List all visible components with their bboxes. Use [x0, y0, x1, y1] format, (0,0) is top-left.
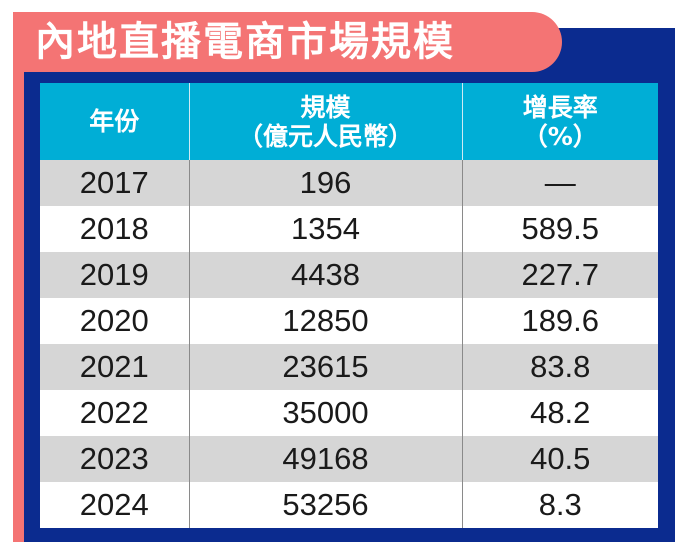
- table-row: 2024 53256 8.3: [40, 482, 658, 528]
- table-row: 2022 35000 48.2: [40, 390, 658, 436]
- table-row: 2019 4438 227.7: [40, 252, 658, 298]
- cell-year: 2020: [40, 298, 189, 344]
- cell-growth: 83.8: [461, 344, 658, 390]
- cell-year: 2017: [40, 160, 189, 206]
- header-growth: 增長率 （%）: [461, 83, 658, 160]
- market-size-table: 年份 規模 （億元人民幣） 增長率 （%） 2017 196 — 2018 13…: [40, 83, 658, 528]
- header-scale-label: 規模: [300, 92, 351, 122]
- header-row: 年份 規模 （億元人民幣） 增長率 （%）: [40, 83, 658, 160]
- cell-year: 2021: [40, 344, 189, 390]
- cell-year: 2023: [40, 436, 189, 482]
- cell-scale: 23615: [188, 344, 462, 390]
- header-year: 年份: [40, 83, 189, 160]
- cell-growth: 8.3: [461, 482, 658, 528]
- cell-year: 2024: [40, 482, 189, 528]
- cell-growth: —: [461, 160, 658, 206]
- table-row: 2023 49168 40.5: [40, 436, 658, 482]
- cell-growth: 48.2: [461, 390, 658, 436]
- cell-scale: 1354: [188, 206, 462, 252]
- cell-year: 2022: [40, 390, 189, 436]
- cell-scale: 196: [188, 160, 462, 206]
- cell-growth: 589.5: [461, 206, 658, 252]
- table-row: 2021 23615 83.8: [40, 344, 658, 390]
- cell-scale: 53256: [188, 482, 462, 528]
- header-growth-label: 增長率: [522, 92, 598, 122]
- cell-scale: 4438: [188, 252, 462, 298]
- cell-scale: 49168: [188, 436, 462, 482]
- title-banner: 內地直播電商市場規模: [13, 12, 562, 72]
- table-row: 2020 12850 189.6: [40, 298, 658, 344]
- cell-growth: 227.7: [461, 252, 658, 298]
- cell-growth: 189.6: [461, 298, 658, 344]
- table-row: 2017 196 —: [40, 160, 658, 206]
- table-row: 2018 1354 589.5: [40, 206, 658, 252]
- cell-scale: 12850: [188, 298, 462, 344]
- cell-year: 2018: [40, 206, 189, 252]
- cell-scale: 35000: [188, 390, 462, 436]
- cell-growth: 40.5: [461, 436, 658, 482]
- header-year-label: 年份: [89, 107, 140, 136]
- header-growth-unit: （%）: [522, 121, 598, 151]
- header-scale: 規模 （億元人民幣）: [188, 83, 462, 160]
- page-title: 內地直播電商市場規模: [35, 19, 455, 65]
- coral-side-strip: [13, 12, 24, 542]
- header-scale-unit: （億元人民幣）: [237, 121, 413, 151]
- cell-year: 2019: [40, 252, 189, 298]
